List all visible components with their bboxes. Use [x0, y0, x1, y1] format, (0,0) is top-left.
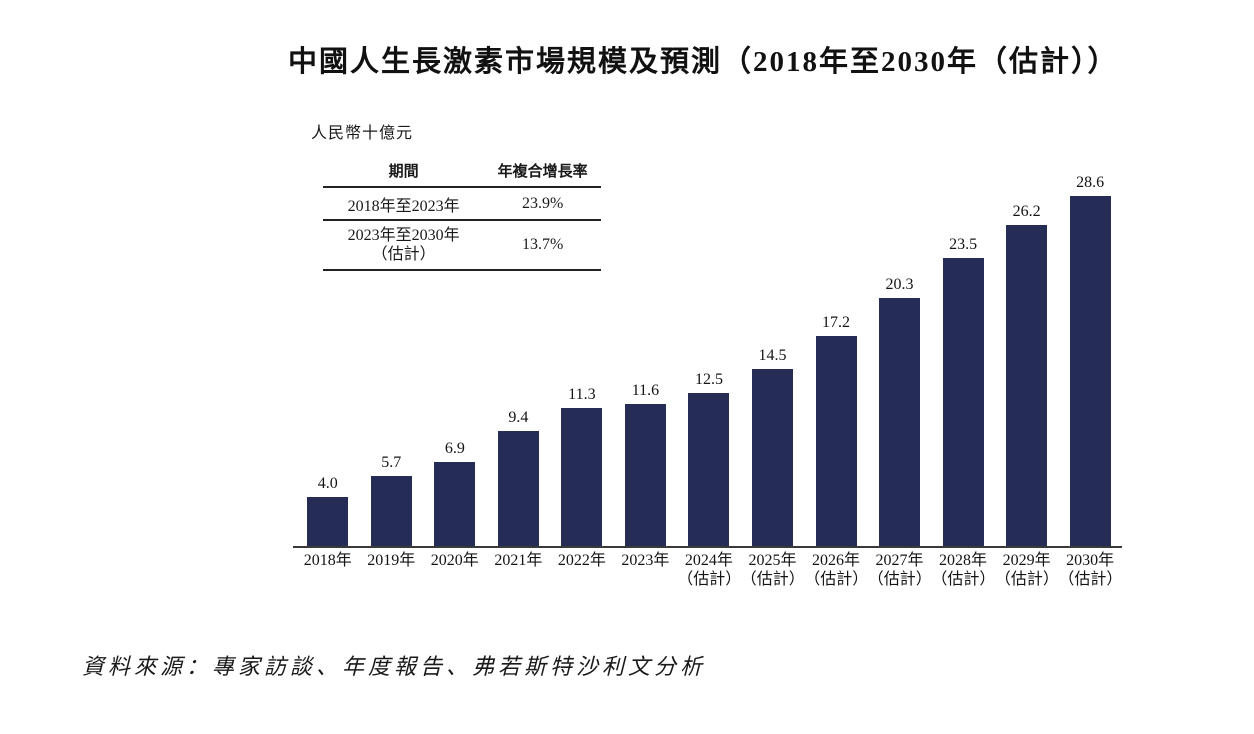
bar [624, 404, 666, 546]
bar-slot: 23.5 [931, 236, 995, 546]
source-note: 資料來源：專家訪談、年度報告、弗若斯特沙利文分析 [82, 654, 707, 679]
x-tick-label-note: （估計） [867, 570, 932, 588]
bar-value-label: 14.5 [758, 346, 787, 364]
bar [1069, 196, 1111, 546]
x-tick-label-note: （估計） [677, 570, 742, 588]
bar-slot: 26.2 [995, 203, 1059, 546]
bar-slot: 11.6 [614, 382, 678, 546]
x-tick-label-year: 2024年 [684, 552, 733, 569]
x-tick-label: 2018年 [296, 552, 360, 589]
bar-value-label: 11.6 [631, 382, 660, 399]
x-axis-line [293, 546, 1122, 548]
bar-value-label: 26.2 [1012, 203, 1041, 221]
bar-value-label: 20.3 [885, 275, 914, 293]
bar-slot: 6.9 [423, 440, 487, 546]
x-tick-label: 2021年 [487, 552, 551, 589]
cagr-header-period: 期間 [388, 163, 419, 180]
x-tick-label-note: （估計） [931, 570, 996, 588]
cagr-period-value: 2018年至2023年 [347, 197, 460, 215]
bar [688, 393, 730, 546]
x-tick-label: 2029年 （估計） [995, 552, 1059, 589]
x-axis-labels: 2018年 2019年 2020年 2021年 2022年 2023年 2024年 （估計） 2… [296, 552, 1123, 589]
x-tick-label: 2022年 [550, 552, 614, 589]
x-tick-label: 2024年 （估計） [677, 552, 741, 589]
x-tick-label-year: 2030年 [1066, 552, 1115, 569]
x-tick-label-year: 2018年 [303, 552, 352, 569]
chart-title: 中國人生長激素市場規模及預測（2018年至2030年（估計）） [288, 46, 1119, 78]
x-tick-label-year: 2023年 [621, 552, 670, 569]
bar [815, 335, 857, 546]
x-tick-label-year: 2022年 [557, 552, 606, 569]
cagr-rate-value: 23.9% [521, 194, 564, 212]
bar [497, 431, 539, 546]
x-tick-label-year: 2029年 [1002, 552, 1051, 569]
x-tick-label: 2020年 [423, 552, 487, 589]
x-tick-label-year: 2028年 [939, 552, 988, 569]
bar-value-label: 6.9 [444, 439, 465, 457]
bar-slot: 28.6 [1058, 174, 1122, 546]
bar [561, 407, 603, 546]
bar-value-label: 5.7 [381, 454, 402, 472]
bar [879, 297, 921, 546]
cagr-table-row: 2018年至2023年 23.9% [323, 188, 601, 221]
bar-slot: 4.0 [296, 475, 360, 546]
cagr-period-value: 2023年至2030年 （估計） [323, 226, 484, 264]
x-tick-label-note: （估計） [740, 570, 805, 588]
cagr-period-line2: （估計） [371, 246, 436, 263]
bar-value-label: 17.2 [822, 313, 850, 331]
bar-chart-plot-area: 4.0 5.7 6.9 9.4 11.3 11.6 12.5 14.5 17.2 20.3 23.5… [296, 160, 1122, 546]
x-tick-label-note: （估計） [994, 570, 1059, 588]
bar-slot: 17.2 [804, 313, 868, 546]
cagr-period-line1: 2023年至2030年 [347, 227, 460, 244]
x-tick-label-year: 2027年 [875, 552, 924, 569]
x-tick-label-note: （估計） [804, 570, 869, 588]
x-tick-label-year: 2020年 [430, 552, 479, 569]
cagr-table: 期間 年複合增長率 2018年至2023年 23.9% 2023年至2030年 … [323, 155, 601, 271]
bar [1006, 225, 1048, 546]
x-tick-label-year: 2025年 [748, 552, 797, 569]
bar-value-label: 28.6 [1076, 174, 1105, 191]
bar-value-label: 4.0 [317, 475, 338, 492]
x-tick-label: 2025年 （估計） [741, 552, 805, 589]
x-tick-label: 2027年 （估計） [868, 552, 932, 589]
cagr-header-rate: 年複合增長率 [497, 163, 588, 180]
bar-slot: 14.5 [741, 347, 805, 546]
bar-value-label: 12.5 [694, 371, 723, 388]
bar [751, 368, 793, 546]
bar-value-label: 11.3 [568, 385, 596, 403]
bar [370, 476, 412, 546]
bar-slot: 20.3 [868, 276, 932, 546]
x-tick-label: 2028年 （估計） [931, 552, 995, 589]
cagr-rate-value: 13.7% [521, 236, 564, 253]
x-tick-label-year: 2026年 [811, 552, 860, 569]
x-tick-label: 2030年 （估計） [1058, 552, 1122, 589]
bar-value-label: 23.5 [949, 236, 978, 254]
bar-slot: 5.7 [360, 454, 424, 546]
bar [942, 258, 984, 546]
bar-value-label: 9.4 [508, 409, 529, 426]
x-tick-label-year: 2021年 [494, 552, 543, 569]
bar [307, 497, 349, 546]
cagr-table-header-row: 期間 年複合增長率 [323, 155, 601, 188]
x-tick-label-year: 2019年 [367, 552, 416, 569]
y-axis-unit-label: 人民幣十億元 [311, 125, 414, 142]
x-tick-label-note: （估計） [1058, 570, 1123, 588]
bar [434, 461, 476, 546]
cagr-table-row: 2023年至2030年 （估計） 13.7% [323, 221, 601, 271]
x-tick-label: 2023年 [614, 552, 678, 589]
bar-slot: 12.5 [677, 371, 741, 546]
x-tick-label: 2026年 （估計） [804, 552, 868, 589]
x-tick-label: 2019年 [360, 552, 424, 589]
bar-slot: 11.3 [550, 386, 614, 546]
bar-slot: 9.4 [487, 409, 551, 546]
